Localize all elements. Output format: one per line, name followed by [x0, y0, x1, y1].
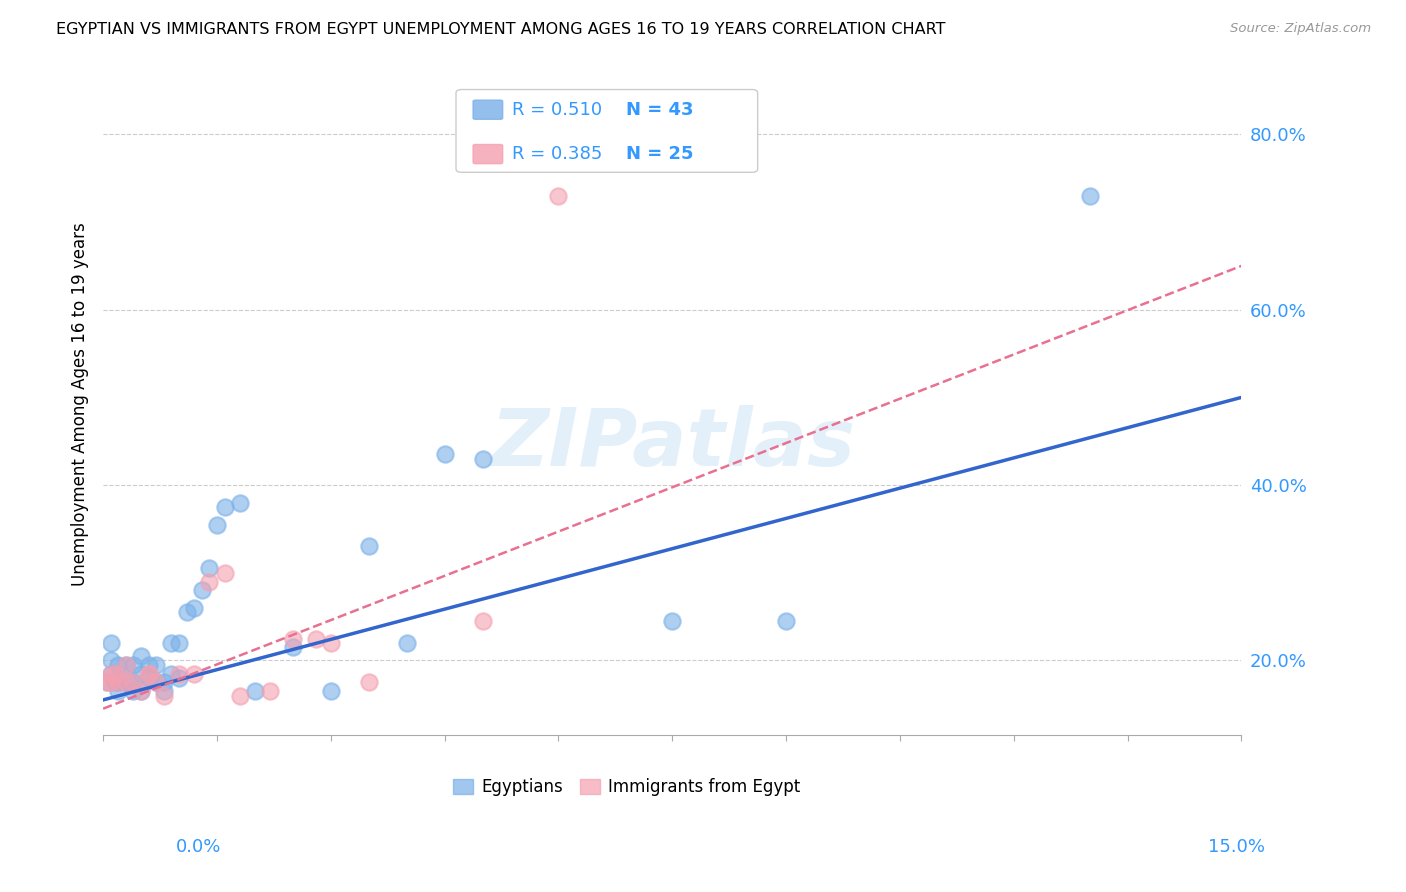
Point	[281, 632, 304, 646]
Point	[100, 653, 122, 667]
Text: 0.0%: 0.0%	[176, 838, 221, 856]
Point	[176, 605, 198, 619]
Point	[281, 640, 304, 655]
Point	[129, 649, 152, 664]
Point	[319, 684, 342, 698]
Point	[357, 540, 380, 554]
Point	[122, 657, 145, 672]
Point	[471, 451, 494, 466]
Point	[100, 675, 122, 690]
Point	[183, 600, 205, 615]
Point	[160, 666, 183, 681]
Y-axis label: Unemployment Among Ages 16 to 19 years: Unemployment Among Ages 16 to 19 years	[72, 222, 89, 586]
Point	[198, 574, 221, 589]
Point	[191, 583, 214, 598]
Point	[122, 675, 145, 690]
Point	[214, 566, 236, 580]
Point	[122, 684, 145, 698]
Point	[433, 447, 456, 461]
Point	[115, 675, 138, 690]
Point	[129, 684, 152, 698]
Text: Source: ZipAtlas.com: Source: ZipAtlas.com	[1230, 22, 1371, 36]
Text: N = 25: N = 25	[626, 145, 693, 163]
Text: ZIPatlas: ZIPatlas	[489, 405, 855, 483]
Point	[138, 666, 160, 681]
Text: R = 0.385: R = 0.385	[512, 145, 602, 163]
Point	[145, 657, 167, 672]
Point	[107, 657, 129, 672]
Point	[103, 675, 125, 690]
Point	[153, 684, 176, 698]
FancyBboxPatch shape	[472, 145, 503, 163]
Point	[205, 517, 228, 532]
Point	[243, 684, 266, 698]
Point	[167, 671, 190, 685]
Point	[214, 500, 236, 514]
FancyBboxPatch shape	[456, 89, 758, 172]
Point	[100, 666, 122, 681]
Point	[115, 657, 138, 672]
Text: EGYPTIAN VS IMMIGRANTS FROM EGYPT UNEMPLOYMENT AMONG AGES 16 TO 19 YEARS CORRELA: EGYPTIAN VS IMMIGRANTS FROM EGYPT UNEMPL…	[56, 22, 946, 37]
Point	[129, 684, 152, 698]
Point	[96, 675, 118, 690]
Point	[96, 675, 118, 690]
Point	[183, 666, 205, 681]
Point	[304, 632, 326, 646]
Point	[471, 614, 494, 628]
Point	[115, 675, 138, 690]
Point	[138, 671, 160, 685]
Point	[395, 636, 418, 650]
Point	[138, 657, 160, 672]
Point	[145, 675, 167, 690]
Point	[357, 675, 380, 690]
Point	[167, 666, 190, 681]
Point	[1078, 188, 1101, 202]
Point	[107, 675, 129, 690]
Point	[138, 666, 160, 681]
Point	[100, 666, 122, 681]
Point	[229, 495, 252, 509]
Point	[100, 636, 122, 650]
Point	[259, 684, 281, 698]
Point	[115, 657, 138, 672]
Text: 15.0%: 15.0%	[1208, 838, 1265, 856]
FancyBboxPatch shape	[472, 100, 503, 120]
Text: N = 43: N = 43	[626, 101, 693, 119]
Point	[229, 689, 252, 703]
Point	[145, 675, 167, 690]
Point	[547, 188, 569, 202]
Point	[167, 636, 190, 650]
Point	[319, 636, 342, 650]
Point	[661, 614, 683, 628]
Point	[107, 675, 129, 690]
Point	[198, 561, 221, 575]
Point	[775, 614, 797, 628]
Point	[129, 666, 152, 681]
Text: R = 0.510: R = 0.510	[512, 101, 602, 119]
Legend: Egyptians, Immigrants from Egypt: Egyptians, Immigrants from Egypt	[447, 772, 807, 803]
Point	[153, 675, 176, 690]
Point	[160, 636, 183, 650]
Point	[153, 689, 176, 703]
Point	[103, 666, 125, 681]
Point	[107, 684, 129, 698]
Point	[122, 675, 145, 690]
